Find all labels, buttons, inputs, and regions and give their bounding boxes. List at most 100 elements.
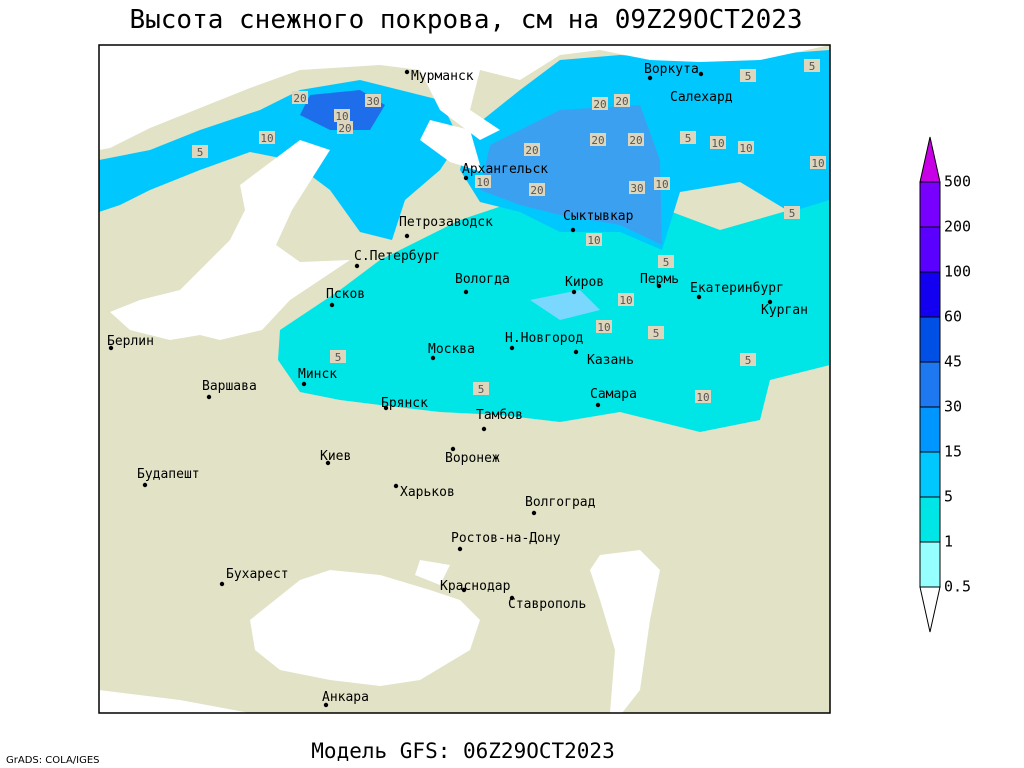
contour-label-bg	[292, 91, 308, 104]
city-label: Краснодар	[440, 579, 511, 594]
contour-label: 10	[476, 176, 489, 189]
seas	[99, 45, 830, 713]
contour-label-bg	[784, 206, 800, 219]
colorbar-label: 15	[944, 443, 962, 461]
city-label: Самара	[590, 387, 637, 402]
contour-label-bg	[710, 136, 726, 149]
city-dot	[647, 75, 653, 81]
footer: Модель GFS: 06Z29OCT2023	[311, 739, 614, 763]
colorbar-label: 100	[944, 263, 971, 281]
city-dot	[570, 227, 576, 233]
credit: GrADS: COLA/IGES	[6, 755, 100, 766]
contour-label: 10	[655, 178, 668, 191]
sea	[250, 570, 480, 686]
contour-label: 20	[530, 184, 543, 197]
city-dot	[323, 702, 329, 708]
city-dot	[404, 233, 410, 239]
contour-label-bg	[804, 59, 820, 72]
contour-label: 5	[478, 383, 485, 396]
colorbar-label: 30	[944, 398, 962, 416]
contour-label-bg	[648, 326, 664, 339]
map-frame	[98, 44, 831, 714]
city-dot	[463, 175, 469, 181]
city-label: Харьков	[400, 485, 455, 500]
contour-label: 20	[593, 98, 606, 111]
city-dot	[481, 426, 487, 432]
contour-label: 5	[809, 60, 816, 73]
contour-label: 10	[587, 234, 600, 247]
contour-label-bg	[330, 350, 346, 363]
colorbar-segment	[919, 271, 941, 318]
city-label: Казань	[587, 353, 634, 368]
city-label: Варшава	[202, 379, 257, 394]
city-dot	[329, 302, 335, 308]
contour-label-bg	[473, 382, 489, 395]
contour-label-bg	[365, 94, 381, 107]
city-dot	[571, 289, 577, 295]
city-dot	[108, 345, 114, 351]
contour-label-bg	[596, 320, 612, 333]
city-label: Киров	[565, 275, 604, 290]
city-label: Киев	[320, 449, 351, 464]
colorbar-segment	[919, 226, 941, 273]
city-label: Курган	[761, 303, 808, 318]
colorbar-label: 0.5	[944, 578, 971, 596]
colorbar-segment	[919, 541, 941, 588]
city-dot	[531, 510, 537, 516]
contour-label: 20	[293, 92, 306, 105]
contour-label-bg	[524, 143, 540, 156]
contour-label: 10	[811, 157, 824, 170]
colorbar-arrow	[919, 586, 941, 633]
contour-label-bg	[654, 177, 670, 190]
city-label: Москва	[428, 342, 475, 357]
city-label: Будапешт	[137, 467, 200, 482]
city-label: Воронеж	[445, 451, 500, 466]
sea	[420, 120, 482, 172]
city-label: Н.Новгород	[505, 331, 583, 346]
contour-label: 10	[619, 294, 632, 307]
contour-label: 10	[739, 142, 752, 155]
contour-label-bg	[192, 145, 208, 158]
colorbar-label: 60	[944, 308, 962, 326]
city-dot	[325, 460, 331, 466]
contour-label: 5	[653, 327, 660, 340]
city-label: Брянск	[381, 396, 428, 411]
contour-label: 5	[685, 132, 692, 145]
city-label: Псков	[326, 287, 365, 302]
city-dot	[206, 394, 212, 400]
city-dot	[509, 595, 515, 601]
colorbar-label: 1	[944, 533, 953, 551]
city-dot	[354, 263, 360, 269]
contour-label-bg	[618, 293, 634, 306]
city-label: Салехард	[670, 90, 733, 105]
contour-label-bg	[529, 183, 545, 196]
city-dot	[656, 283, 662, 289]
colorbar-label: 5	[944, 488, 953, 506]
colorbar-label: 45	[944, 353, 962, 371]
colorbar-segment	[919, 406, 941, 453]
contour-label-bg	[680, 131, 696, 144]
city-dot	[393, 483, 399, 489]
contour-label-bg	[740, 69, 756, 82]
city-label: Ростов-на-Дону	[451, 531, 561, 546]
contour-label: 5	[335, 351, 342, 364]
city-dot	[457, 546, 463, 552]
contour-label-bg	[629, 181, 645, 194]
city-dot	[767, 299, 773, 305]
colorbar-label: 200	[944, 218, 971, 236]
colorbar-arrow	[919, 136, 941, 183]
contour-label-bg	[590, 133, 606, 146]
contour-label-bg	[628, 133, 644, 146]
city-dot	[142, 482, 148, 488]
contour-label: 20	[525, 144, 538, 157]
colorbar-segment	[919, 181, 941, 228]
city-label: Берлин	[107, 334, 154, 349]
city-dot	[698, 71, 704, 77]
city-label: Сыктывкар	[563, 209, 634, 224]
colorbar-segment	[919, 361, 941, 408]
city-dot	[509, 345, 515, 351]
contour-label-bg	[592, 97, 608, 110]
contour-label-bg	[740, 353, 756, 366]
city-label: Волгоград	[525, 495, 596, 510]
